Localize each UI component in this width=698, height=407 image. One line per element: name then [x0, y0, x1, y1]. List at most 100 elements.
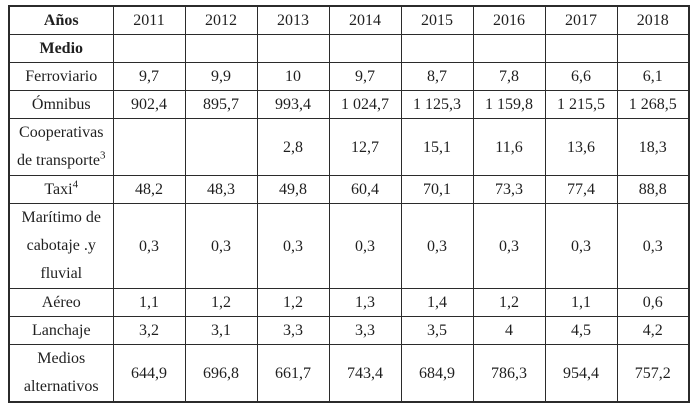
row-label: Ferroviario — [8, 62, 114, 91]
value-cell: 77,4 — [544, 175, 618, 204]
value-cell: 0,3 — [544, 203, 618, 289]
value-cell: 9,7 — [112, 62, 186, 91]
value-cell: 3,1 — [184, 316, 258, 345]
year-header: 2014 — [328, 5, 402, 35]
footnote-marker: 4 — [72, 178, 79, 191]
table-row-cooperativas: Cooperativas de transporte3 2,8 12,7 15,… — [8, 118, 690, 176]
value-cell: 1,4 — [400, 288, 474, 317]
table-row-medios-alternativos: Medios alternativos 644,9 696,8 661,7 74… — [8, 344, 690, 403]
value-cell: 644,9 — [112, 344, 186, 403]
value-cell: 60,4 — [328, 175, 402, 204]
table-row-omnibus: Ómnibus 902,4 895,7 993,4 1 024,7 1 125,… — [8, 90, 690, 119]
value-cell: 0,3 — [256, 203, 330, 289]
value-cell: 18,3 — [616, 118, 690, 176]
value-cell: 6,1 — [616, 62, 690, 91]
empty-cell — [256, 34, 330, 63]
row-label: Ómnibus — [8, 90, 114, 119]
table-row-aereo: Aéreo 1,1 1,2 1,2 1,3 1,4 1,2 1,1 0,6 — [8, 288, 690, 317]
value-cell: 15,1 — [400, 118, 474, 176]
value-cell: 10 — [256, 62, 330, 91]
row-label: Lanchaje — [8, 316, 114, 345]
row-label: Medios alternativos — [8, 344, 114, 403]
value-cell: 9,7 — [328, 62, 402, 91]
value-cell: 70,1 — [400, 175, 474, 204]
value-cell: 3,3 — [256, 316, 330, 345]
value-cell: 1 159,8 — [472, 90, 546, 119]
value-cell: 1,1 — [544, 288, 618, 317]
value-cell: 1 125,3 — [400, 90, 474, 119]
header-row-medio: Medio — [8, 34, 690, 63]
empty-cell — [544, 34, 618, 63]
value-cell: 1 268,5 — [616, 90, 690, 119]
value-cell: 7,8 — [472, 62, 546, 91]
value-cell: 9,9 — [184, 62, 258, 91]
value-cell: 4 — [472, 316, 546, 345]
value-cell: 11,6 — [472, 118, 546, 176]
year-header: 2016 — [472, 5, 546, 35]
value-cell: 4,2 — [616, 316, 690, 345]
value-cell: 3,5 — [400, 316, 474, 345]
empty-cell — [616, 34, 690, 63]
year-header: 2018 — [616, 5, 690, 35]
value-cell: 2,8 — [256, 118, 330, 176]
value-cell: 902,4 — [112, 90, 186, 119]
value-cell: 13,6 — [544, 118, 618, 176]
value-cell: 48,3 — [184, 175, 258, 204]
value-cell: 0,6 — [616, 288, 690, 317]
value-cell: 0,3 — [472, 203, 546, 289]
header-row-years: Años 2011 2012 2013 2014 2015 2016 2017 … — [8, 5, 690, 35]
value-cell — [112, 118, 186, 176]
value-cell: 684,9 — [400, 344, 474, 403]
transport-modes-table: Años 2011 2012 2013 2014 2015 2016 2017 … — [8, 5, 690, 403]
value-cell: 0,3 — [616, 203, 690, 289]
value-cell: 895,7 — [184, 90, 258, 119]
row-label: Aéreo — [8, 288, 114, 317]
year-header: 2015 — [400, 5, 474, 35]
empty-cell — [328, 34, 402, 63]
empty-cell — [472, 34, 546, 63]
corner-label-anos: Años — [8, 5, 114, 35]
value-cell: 661,7 — [256, 344, 330, 403]
value-cell: 0,3 — [400, 203, 474, 289]
value-cell: 0,3 — [112, 203, 186, 289]
value-cell: 3,3 — [328, 316, 402, 345]
value-cell: 743,4 — [328, 344, 402, 403]
year-header: 2017 — [544, 5, 618, 35]
value-cell: 49,8 — [256, 175, 330, 204]
row-label: Taxi4 — [8, 175, 114, 204]
footnote-marker: 3 — [100, 149, 106, 162]
row-label: Cooperativas de transporte3 — [8, 118, 114, 176]
value-cell: 88,8 — [616, 175, 690, 204]
value-cell: 1,1 — [112, 288, 186, 317]
value-cell: 73,3 — [472, 175, 546, 204]
empty-cell — [112, 34, 186, 63]
value-cell: 8,7 — [400, 62, 474, 91]
table-row-maritimo: Marítimo de cabotaje .y fluvial 0,3 0,3 … — [8, 203, 690, 289]
value-cell: 954,4 — [544, 344, 618, 403]
value-cell: 1,3 — [328, 288, 402, 317]
value-cell: 0,3 — [328, 203, 402, 289]
value-cell: 6,6 — [544, 62, 618, 91]
value-cell: 48,2 — [112, 175, 186, 204]
value-cell: 0,3 — [184, 203, 258, 289]
empty-cell — [184, 34, 258, 63]
value-cell: 1,2 — [472, 288, 546, 317]
year-header: 2013 — [256, 5, 330, 35]
year-header: 2012 — [184, 5, 258, 35]
value-cell: 4,5 — [544, 316, 618, 345]
value-cell: 12,7 — [328, 118, 402, 176]
corner-label-medio: Medio — [8, 34, 114, 63]
table-row-lanchaje: Lanchaje 3,2 3,1 3,3 3,3 3,5 4 4,5 4,2 — [8, 316, 690, 345]
value-cell: 696,8 — [184, 344, 258, 403]
row-label: Marítimo de cabotaje .y fluvial — [8, 203, 114, 289]
table-row-ferroviario: Ferroviario 9,7 9,9 10 9,7 8,7 7,8 6,6 6… — [8, 62, 690, 91]
value-cell: 1 215,5 — [544, 90, 618, 119]
value-cell: 1 024,7 — [328, 90, 402, 119]
year-header: 2011 — [112, 5, 186, 35]
value-cell: 1,2 — [184, 288, 258, 317]
value-cell: 993,4 — [256, 90, 330, 119]
value-cell: 757,2 — [616, 344, 690, 403]
empty-cell — [400, 34, 474, 63]
value-cell: 1,2 — [256, 288, 330, 317]
value-cell — [184, 118, 258, 176]
